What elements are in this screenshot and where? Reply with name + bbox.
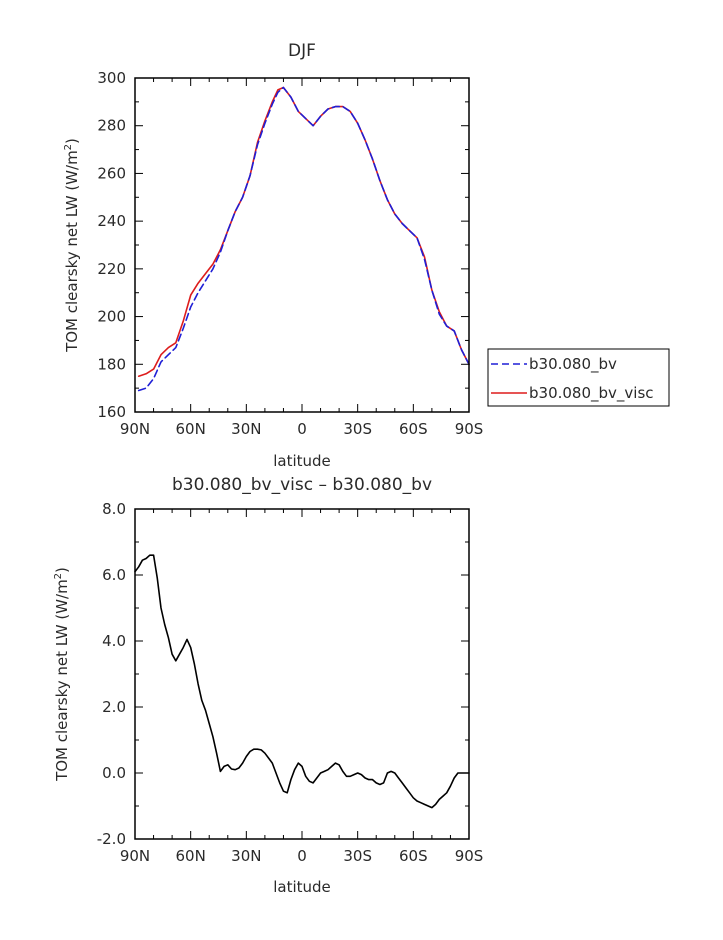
bottom-y-tick-label: 4.0 — [102, 632, 126, 650]
bottom-y-axis-label-superscript: 2 — [53, 573, 64, 579]
top-y-axis-label-main: TOM clearsky net LW (W/m — [63, 150, 81, 353]
bottom-series-group — [134, 554, 470, 809]
legend-label-bv-visc: b30.080_bv_visc — [529, 384, 654, 403]
top-ticks: 90N 60N 30N 0 30S 60S 90S 160 180 200 220 240 260 280… — [97, 69, 483, 438]
top-y-tick-label: 300 — [97, 69, 126, 87]
top-y-axis-label: TOM clearsky net LW (W/m2) — [63, 138, 81, 353]
bottom-x-tick-label: 0 — [297, 847, 307, 865]
top-y-tick-label: 180 — [97, 355, 126, 373]
top-x-tick-label: 0 — [297, 420, 307, 438]
top-panel: DJF 90N 60N 30N 0 30S 60S 90S 160 180 200 220 240 26… — [63, 41, 483, 470]
bottom-y-tick-label: 6.0 — [102, 566, 126, 584]
bottom-y-tick-label: 8.0 — [102, 500, 126, 518]
top-y-tick-label: 240 — [97, 212, 126, 230]
bottom-ticks: 90N 60N 30N 0 30S 60S 90S -2.0 0.0 2.0 4.0 6.0 8.0 — [97, 500, 484, 865]
top-x-tick-label: 60S — [399, 420, 428, 438]
bottom-series-line-0 — [134, 554, 470, 809]
bottom-y-axis-label-end: ) — [53, 567, 71, 573]
top-y-tick-label: 260 — [97, 164, 126, 182]
top-chart-title: DJF — [288, 41, 316, 61]
top-y-axis-label-end: ) — [63, 138, 81, 144]
bottom-y-tick-label: 2.0 — [102, 698, 126, 716]
top-x-axis-label: latitude — [273, 452, 331, 470]
bottom-y-axis-label: TOM clearsky net LW (W/m2) — [53, 567, 71, 782]
top-y-tick-label: 200 — [97, 308, 126, 326]
bottom-plot-frame — [134, 508, 470, 840]
bottom-x-tick-label: 90S — [455, 847, 484, 865]
top-x-tick-label: 60N — [176, 420, 206, 438]
legend: b30.080_bv b30.080_bv_visc — [487, 348, 670, 407]
bottom-chart-title: b30.080_bv_visc – b30.080_bv — [172, 475, 432, 495]
bottom-y-tick-label: -2.0 — [97, 830, 126, 848]
bottom-x-tick-label: 60N — [176, 847, 206, 865]
top-series-group — [137, 86, 470, 392]
bottom-y-tick-label: 0.0 — [102, 764, 126, 782]
bottom-panel: b30.080_bv_visc – b30.080_bv 90N 60N 30N 0 3… — [53, 475, 483, 896]
bottom-x-tick-label: 30S — [343, 847, 372, 865]
bottom-x-axis-label: latitude — [273, 878, 331, 896]
top-y-tick-label: 280 — [97, 117, 126, 135]
top-x-tick-label: 30N — [231, 420, 261, 438]
bottom-x-tick-label: 90N — [120, 847, 150, 865]
bottom-x-tick-label: 30N — [231, 847, 261, 865]
top-y-axis-label-superscript: 2 — [63, 144, 74, 150]
bottom-x-tick-label: 60S — [399, 847, 428, 865]
top-x-tick-label: 30S — [343, 420, 372, 438]
top-x-tick-label: 90S — [455, 420, 484, 438]
top-series-line-0 — [137, 86, 470, 392]
top-series-line-1 — [137, 86, 470, 378]
top-x-tick-label: 90N — [120, 420, 150, 438]
legend-label-bv: b30.080_bv — [529, 355, 617, 374]
top-y-tick-label: 160 — [97, 403, 126, 421]
top-y-tick-label: 220 — [97, 260, 126, 278]
bottom-y-axis-label-main: TOM clearsky net LW (W/m — [53, 579, 71, 782]
legend-box — [487, 348, 670, 407]
